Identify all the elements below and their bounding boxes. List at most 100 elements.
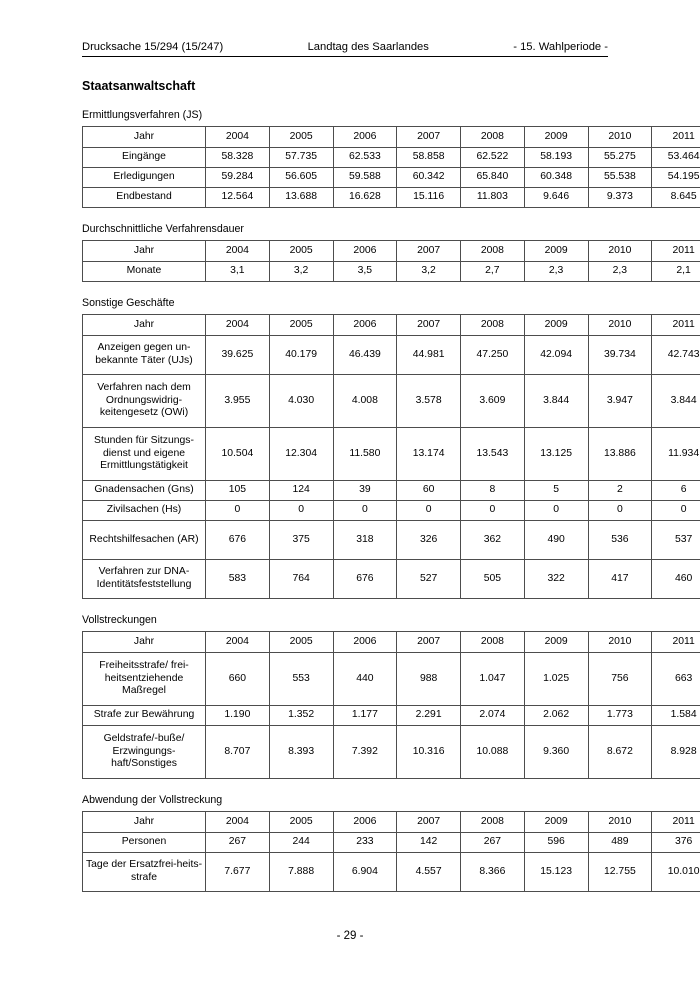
column-header-year: 2008: [460, 811, 525, 833]
document-body: Staatsanwaltschaft Ermittlungsverfahren …: [82, 78, 700, 906]
table-cell: 13.886: [587, 427, 653, 481]
table-cell: 62.533: [332, 147, 398, 168]
row-label: Rechtshilfesachen (AR): [82, 520, 206, 560]
table-row: Rechtshilfesachen (AR) 676 375 318 326 362 490…: [82, 520, 700, 560]
row-label: Freiheitsstrafe/ frei-heitsentziehende M…: [82, 652, 206, 706]
table-cell: 490: [523, 520, 589, 560]
column-header-year: 2009: [523, 631, 589, 653]
table-row: Erledigungen 59.284 56.605 59.588 60.342 65.8…: [82, 167, 700, 188]
column-header-label: Jahr: [82, 240, 206, 262]
table-cell: 13.174: [396, 427, 461, 481]
table-cell: 1.190: [205, 705, 270, 726]
table-cell: 42.743: [651, 335, 700, 375]
table-row: Tage der Ersatzfrei-heits- strafe 7.677 7.…: [82, 852, 700, 892]
table-cell: 0: [460, 500, 525, 521]
table-cell: 0: [587, 500, 653, 521]
table-cell: 8.366: [460, 852, 525, 892]
table-cell: 322: [523, 559, 589, 599]
data-table: Jahr 2004 2005 2006 2007 2008 2009 2010 2011 Anze…: [82, 314, 700, 599]
table-row: Zivilsachen (Hs) 0 0 0 0 0 0 0 0: [82, 500, 700, 521]
column-header-label: Jahr: [82, 631, 206, 653]
table-header-row: Jahr 2004 2005 2006 2007 2008 2009 2010 2011: [82, 240, 700, 262]
tables-container: Ermittlungsverfahren (JS) Jahr 2004 2005 200…: [82, 108, 700, 892]
column-header-year: 2005: [268, 811, 334, 833]
data-table: Jahr 2004 2005 2006 2007 2008 2009 2010 2011 Pers…: [82, 811, 700, 892]
table-cell: 8.645: [651, 187, 700, 208]
column-header-year: 2011: [651, 631, 700, 653]
table-cell: 375: [268, 520, 334, 560]
table-cell: 417: [587, 559, 653, 599]
column-header-year: 2011: [651, 314, 700, 336]
table-cell: 988: [396, 652, 461, 706]
table-cell: 44.981: [396, 335, 461, 375]
table-cell: 12.755: [587, 852, 653, 892]
table-cell: 15.116: [396, 187, 461, 208]
table-row: Eingänge 58.328 57.735 62.533 58.858 62.522 58…: [82, 147, 700, 168]
table-cell: 3.947: [587, 374, 653, 428]
table-cell: 376: [651, 832, 700, 853]
table-cell: 2: [587, 480, 653, 501]
table-cell: 583: [205, 559, 270, 599]
column-header-label: Jahr: [82, 126, 206, 148]
table-cell: 660: [205, 652, 270, 706]
column-header-year: 2005: [268, 631, 334, 653]
row-label: Anzeigen gegen un-bekannte Täter (UJs): [82, 335, 206, 375]
table-cell: 65.840: [460, 167, 525, 188]
table-cell: 60.348: [523, 167, 589, 188]
column-header-year: 2011: [651, 240, 700, 262]
column-header-year: 2011: [651, 811, 700, 833]
table-block: Ermittlungsverfahren (JS) Jahr 2004 2005 200…: [82, 108, 700, 208]
table-cell: 8.928: [651, 725, 700, 779]
row-label: Verfahren nach dem Ordnungswidrig-keiten…: [82, 374, 206, 428]
table-cell: 1.773: [587, 705, 653, 726]
page-title: Staatsanwaltschaft: [82, 79, 196, 93]
column-header-year: 2005: [268, 314, 334, 336]
column-header-year: 2008: [460, 314, 525, 336]
table-cell: 537: [651, 520, 700, 560]
table-caption: Durchschnittliche Verfahrensdauer: [82, 223, 244, 235]
table-cell: 39: [332, 480, 398, 501]
table-cell: 60: [396, 480, 461, 501]
row-label: Stunden für Sitzungs-dienst und eigene E…: [82, 427, 206, 481]
header-drucksache: Drucksache 15/294 (15/247): [82, 41, 224, 53]
row-label: Verfahren zur DNA-Identitätsfeststellung: [82, 559, 206, 599]
table-cell: 3,5: [332, 261, 398, 282]
table-cell: 3.844: [651, 374, 700, 428]
column-header-year: 2010: [587, 631, 653, 653]
table-block: Durchschnittliche Verfahrensdauer Jahr 200…: [82, 222, 700, 282]
table-cell: 0: [205, 500, 270, 521]
table-cell: 46.439: [332, 335, 398, 375]
table-cell: 12.564: [205, 187, 270, 208]
table-cell: 3,1: [205, 261, 270, 282]
table-cell: 0: [651, 500, 700, 521]
table-cell: 3.844: [523, 374, 589, 428]
table-cell: 9.373: [587, 187, 653, 208]
table-cell: 58.328: [205, 147, 270, 168]
table-cell: 489: [587, 832, 653, 853]
table-cell: 3,2: [268, 261, 334, 282]
table-row: Geldstrafe/-buße/ Erzwingungs-haft/Sonst…: [82, 725, 700, 779]
table-cell: 60.342: [396, 167, 461, 188]
table-cell: 8.707: [205, 725, 270, 779]
column-header-year: 2004: [205, 314, 270, 336]
table-row: Anzeigen gegen un-bekannte Täter (UJs) 39…: [82, 335, 700, 375]
table-cell: 8.393: [268, 725, 334, 779]
table-cell: 8: [460, 480, 525, 501]
table-row: Verfahren nach dem Ordnungswidrig-keiten…: [82, 374, 700, 428]
table-cell: 15.123: [523, 852, 589, 892]
table-cell: 53.464: [651, 147, 700, 168]
table-cell: 59.588: [332, 167, 398, 188]
table-cell: 1.177: [332, 705, 398, 726]
header-institution: Landtag des Saarlandes: [307, 41, 429, 53]
table-cell: 596: [523, 832, 589, 853]
table-cell: 764: [268, 559, 334, 599]
table-cell: 13.688: [268, 187, 334, 208]
table-cell: 362: [460, 520, 525, 560]
table-cell: 42.094: [523, 335, 589, 375]
column-header-year: 2009: [523, 126, 589, 148]
data-table: Jahr 2004 2005 2006 2007 2008 2009 2010 2011 Mona…: [82, 240, 700, 282]
table-cell: 505: [460, 559, 525, 599]
table-cell: 8.672: [587, 725, 653, 779]
table-row: Gnadensachen (Gns) 105 124 39 60 8 5 2 6: [82, 480, 700, 501]
